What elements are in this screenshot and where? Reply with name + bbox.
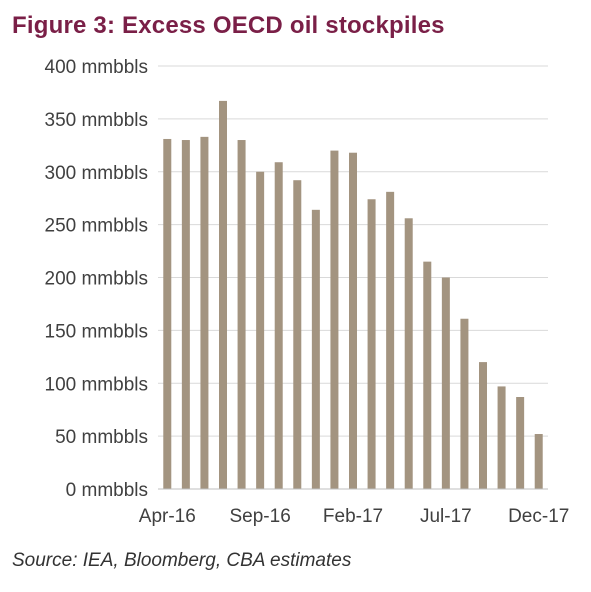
source-note: Source: IEA, Bloomberg, CBA estimates <box>12 550 352 571</box>
bar-jun-16 <box>200 136 209 490</box>
bar-jan-17 <box>330 150 339 489</box>
bar-oct-16 <box>274 162 283 490</box>
y-tick-label: 100 mmbbls <box>45 374 149 395</box>
bar-aug-16 <box>237 140 246 489</box>
bars <box>163 100 543 490</box>
bar-jul-17 <box>441 277 450 489</box>
bar-apr-16 <box>163 138 172 489</box>
x-tick-label: Sep-16 <box>230 506 291 527</box>
x-tick-label: Dec-17 <box>508 506 569 527</box>
bar-sep-17 <box>479 362 487 489</box>
x-axis-tick-labels: Apr-16 Sep-16 Feb-17 Jul-17 Dec-17 <box>139 506 570 527</box>
bar-dec-16 <box>311 209 320 489</box>
bar-may-17 <box>404 218 413 489</box>
bar-nov-17 <box>516 396 525 489</box>
bar-jun-17 <box>423 261 432 489</box>
chart-title: Figure 3: Excess OECD oil stockpiles <box>12 12 445 39</box>
bar-sep-16 <box>256 171 265 489</box>
bar-jul-16 <box>219 100 227 490</box>
y-tick-label: 300 mmbbls <box>45 163 149 184</box>
bar-may-16 <box>181 140 190 489</box>
y-tick-label: 400 mmbbls <box>45 57 149 78</box>
y-tick-label: 0 mmbbls <box>66 480 148 501</box>
bar-nov-16 <box>293 180 302 489</box>
bar-feb-17 <box>349 152 357 489</box>
bar-apr-17 <box>386 191 395 489</box>
bar-aug-17 <box>460 318 469 489</box>
y-axis-tick-labels: 0 mmbbls 50 mmbbls 100 mmbbls 150 mmbbls 200… <box>45 57 149 501</box>
bar-oct-17 <box>497 386 506 489</box>
bar-dec-17 <box>534 434 543 489</box>
x-tick-label: Feb-17 <box>323 506 383 527</box>
bar-mar-17 <box>367 199 376 489</box>
x-tick-label: Jul-17 <box>420 506 472 527</box>
y-tick-label: 150 mmbbls <box>45 321 149 342</box>
y-tick-label: 250 mmbbls <box>45 216 149 237</box>
x-tick-label: Apr-16 <box>139 506 196 527</box>
y-tick-label: 200 mmbbls <box>45 269 149 290</box>
y-tick-label: 50 mmbbls <box>55 427 148 448</box>
y-tick-label: 350 mmbbls <box>45 110 149 131</box>
